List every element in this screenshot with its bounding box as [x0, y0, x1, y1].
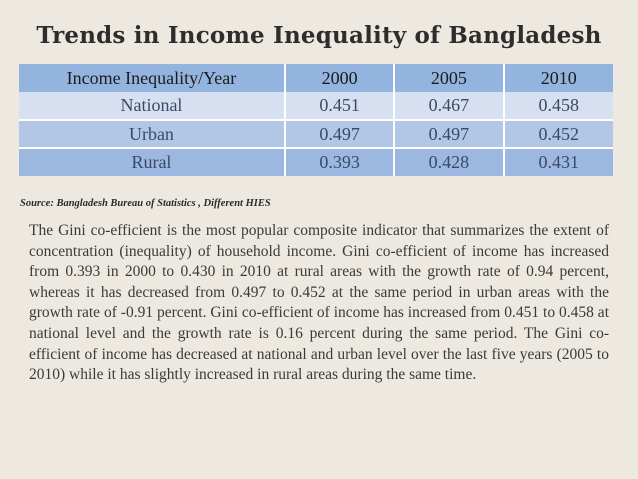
table-header-row: Income Inequality/Year 2000 2005 2010 [19, 64, 613, 92]
table-row-national: National 0.451 0.467 0.458 [19, 92, 613, 120]
row-label: Urban [19, 119, 285, 148]
row-label: Rural [19, 147, 285, 176]
header-2005: 2005 [393, 64, 504, 92]
table-row-rural: Rural 0.393 0.428 0.431 [19, 147, 613, 176]
row-label: National [120, 95, 183, 115]
header-income-inequality-year: Income Inequality/Year [66, 67, 237, 88]
cell-value: 0.452 [502, 119, 613, 148]
cell-value: 0.497 [283, 119, 395, 148]
cell-value: 0.393 [283, 147, 395, 176]
source-note: Source: Bangladesh Bureau of Statistics … [20, 198, 271, 209]
inequality-table: Income Inequality/Year 2000 2005 2010 Na… [19, 64, 613, 176]
cell-value: 0.431 [502, 147, 613, 176]
header-2000: 2000 [283, 64, 395, 92]
header-2010: 2010 [502, 64, 613, 92]
body-paragraph: The Gini co-efficient is the most popula… [29, 222, 609, 384]
page-title: Trends in Income Inequality of Banglades… [36, 22, 602, 49]
cell-value: 0.467 [393, 92, 504, 120]
cell-value: 0.458 [502, 92, 613, 120]
cell-value: 0.451 [283, 92, 395, 120]
table-row-urban: Urban 0.497 0.497 0.452 [19, 119, 613, 148]
cell-value: 0.428 [393, 147, 504, 176]
cell-value: 0.497 [393, 119, 504, 148]
